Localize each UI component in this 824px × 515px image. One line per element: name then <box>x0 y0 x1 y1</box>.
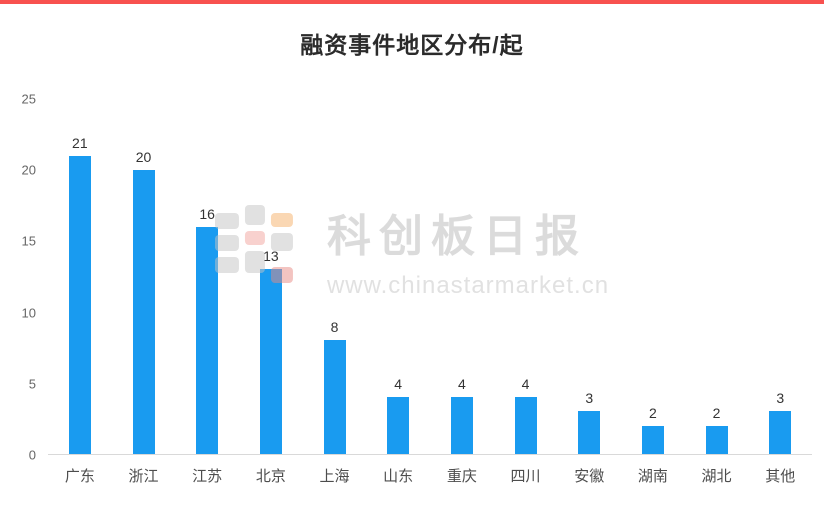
chart-title: 融资事件地区分布/起 <box>300 32 524 58</box>
x-axis-label: 重庆 <box>446 468 477 485</box>
bar-group: 2 湖南 <box>621 99 685 485</box>
bar <box>259 269 282 454</box>
bar-value-label: 4 <box>457 376 466 393</box>
bar-value-label: 3 <box>585 390 594 407</box>
bar-group: 16 江苏 <box>175 99 239 485</box>
bar-group: 13 北京 <box>239 99 303 485</box>
bar <box>196 226 219 454</box>
bar-group: 4 山东 <box>366 99 430 485</box>
y-tick-label: 10 <box>21 305 36 321</box>
x-axis-label: 北京 <box>255 468 286 485</box>
x-axis-label: 四川 <box>510 468 541 485</box>
top-accent-bar <box>0 0 824 4</box>
x-axis-label: 浙江 <box>128 468 159 485</box>
x-axis-label: 安徽 <box>574 468 605 485</box>
bar-value-label: 3 <box>776 390 785 407</box>
bar <box>578 411 601 454</box>
x-axis-label: 湖南 <box>637 468 668 485</box>
y-tick-label: 25 <box>21 91 36 107</box>
bar <box>132 170 155 454</box>
y-tick-label: 5 <box>28 376 36 392</box>
bar-group: 20 浙江 <box>112 99 176 485</box>
x-axis-label: 广东 <box>64 468 95 485</box>
bar-value-label: 2 <box>648 404 657 421</box>
bar-value-label: 20 <box>135 149 152 165</box>
y-axis: 0 5 10 15 20 25 <box>0 92 38 463</box>
bar <box>705 425 728 454</box>
x-axis-label: 湖北 <box>701 468 732 485</box>
bar-group: 3 安徽 <box>557 99 621 485</box>
bar-group: 2 湖北 <box>685 99 749 485</box>
x-axis-label: 山东 <box>383 468 414 485</box>
bar-group: 8 上海 <box>303 99 367 485</box>
bar-value-label: 13 <box>263 248 279 265</box>
bar-value-label: 21 <box>72 134 88 151</box>
y-tick-label: 0 <box>28 447 36 463</box>
x-axis-label: 上海 <box>319 468 350 485</box>
bar-value-label: 4 <box>394 376 403 393</box>
bar <box>769 411 792 454</box>
y-tick-label: 15 <box>21 233 36 249</box>
x-axis-label: 其他 <box>765 468 796 485</box>
bar <box>387 397 410 454</box>
bar-group: 4 四川 <box>494 99 558 485</box>
bar-value-label: 16 <box>199 205 215 222</box>
bar <box>450 397 473 454</box>
bar-group: 3 其他 <box>748 99 812 485</box>
bar <box>641 425 664 454</box>
bar-value-label: 2 <box>712 404 721 421</box>
bar <box>68 155 91 454</box>
bar-group: 4 重庆 <box>430 99 494 485</box>
bar-value-label: 4 <box>521 376 530 393</box>
bar <box>514 397 537 454</box>
bar-group: 21 广东 <box>48 99 112 485</box>
x-axis-label: 江苏 <box>192 468 223 485</box>
y-tick-label: 20 <box>21 162 36 178</box>
plot-area: 21 广东 20 浙江 16 江苏 13 北京 8 上海 4 山东 4 重庆 4 四川 3 安徽 2 湖南 2 湖北 3 其他 <box>48 99 812 485</box>
bar-value-label: 8 <box>330 319 339 336</box>
bar <box>323 340 346 454</box>
